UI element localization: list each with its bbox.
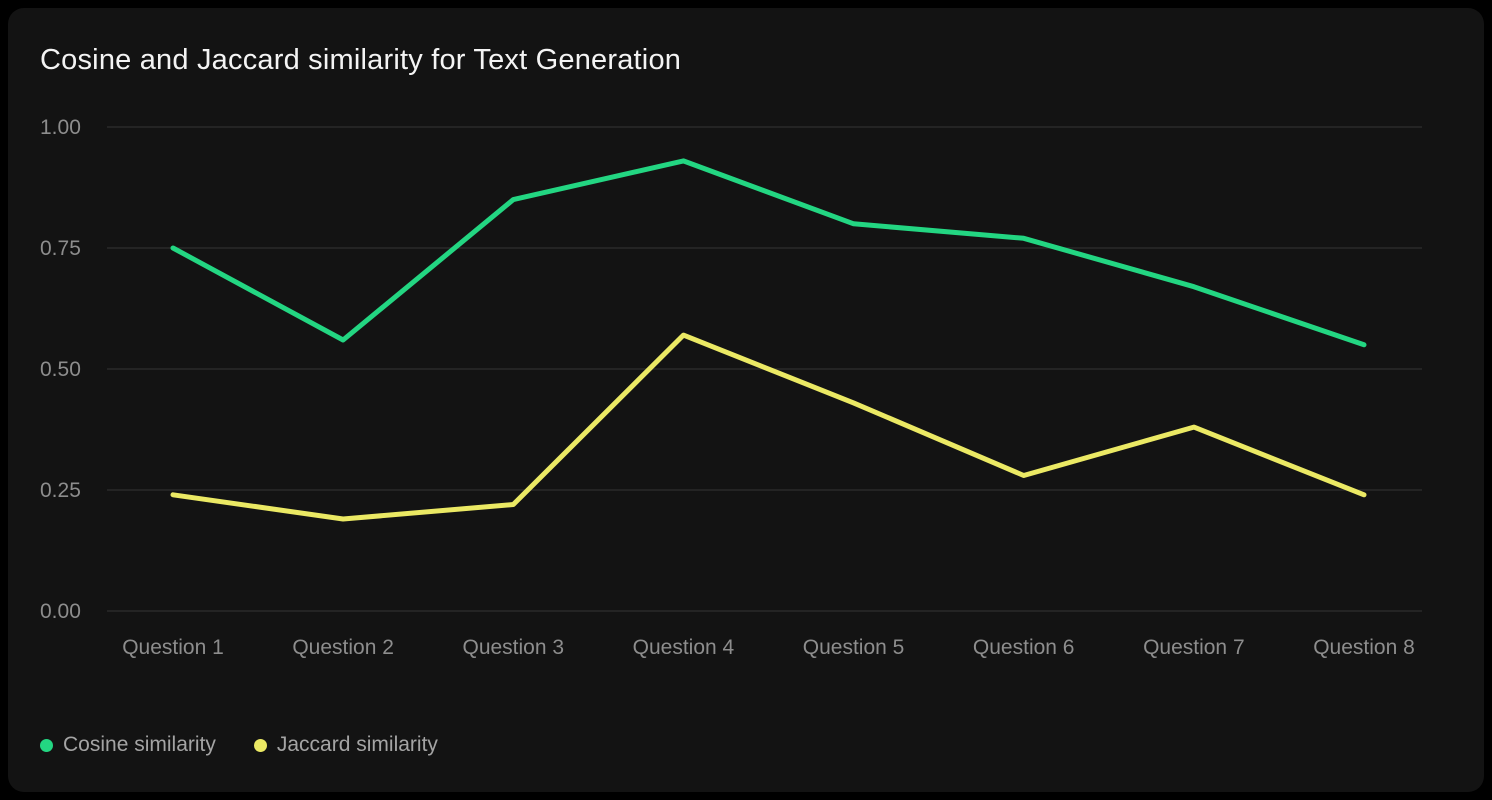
y-axis-tick-label: 0.00 xyxy=(40,600,81,623)
y-axis-tick-label: 1.00 xyxy=(40,116,81,139)
y-axis-tick-label: 0.75 xyxy=(40,237,81,260)
jaccard-legend-label: Jaccard similarity xyxy=(276,733,438,756)
legend-item-jaccard[interactable]: Jaccard similarity xyxy=(253,731,438,759)
x-axis-tick-label: Question 6 xyxy=(973,636,1075,659)
chart-title: Cosine and Jaccard similarity for Text G… xyxy=(40,44,682,76)
cosine-legend-label: Cosine similarity xyxy=(63,733,216,756)
x-axis-tick-label: Question 3 xyxy=(462,636,564,659)
chart-card: Cosine and Jaccard similarity for Text G… xyxy=(8,8,1484,792)
x-axis-tick-label: Question 5 xyxy=(803,636,905,659)
y-axis-tick-label: 0.25 xyxy=(40,479,81,502)
x-axis-tick-label: Question 4 xyxy=(633,636,735,659)
x-axis-tick-label: Question 1 xyxy=(122,636,224,659)
jaccard-legend-dot-icon xyxy=(253,738,267,752)
x-axis-tick-label: Question 2 xyxy=(292,636,394,659)
legend: Cosine similarity Jaccard similarity xyxy=(40,731,438,759)
line-chart: 0.00 0.25 0.50 0.75 1.00 Question 1 Question 2… xyxy=(40,116,1422,659)
cosine-legend-dot-icon xyxy=(40,738,53,752)
legend-item-cosine[interactable]: Cosine similarity xyxy=(40,731,216,759)
jaccard-series-line[interactable] xyxy=(170,332,1367,522)
x-axis-tick-label: Question 8 xyxy=(1313,636,1415,659)
y-axis-tick-label: 0.50 xyxy=(40,358,81,381)
x-axis-tick-label: Question 7 xyxy=(1143,636,1245,659)
cosine-series-line[interactable] xyxy=(170,158,1367,348)
